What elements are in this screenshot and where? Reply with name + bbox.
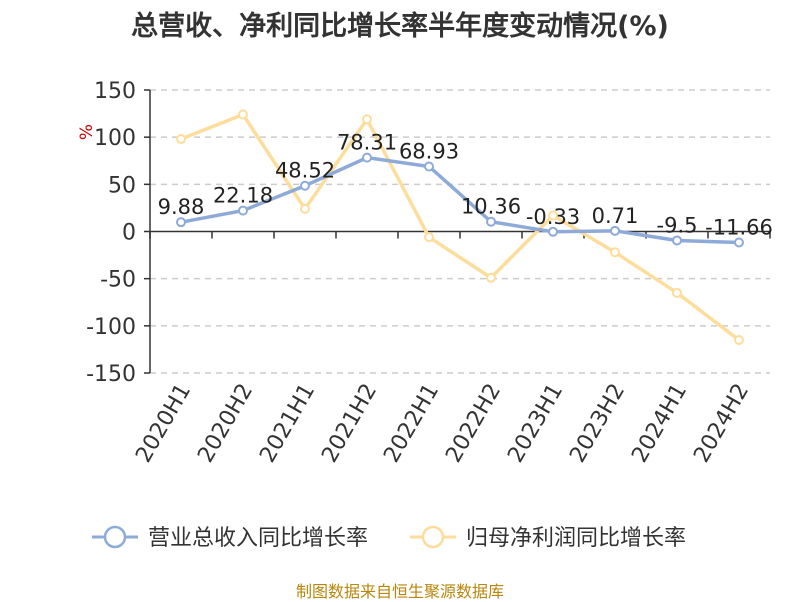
series-0-point-7 [610, 225, 620, 236]
x-tick-label-8: 2024H1 [627, 380, 692, 467]
data-label-0: 9.88 [158, 195, 205, 219]
series-1-point-7 [610, 247, 620, 258]
x-tick-label-6: 2023H1 [503, 380, 568, 467]
series-line-1 [180, 112, 741, 342]
series-1-point-6 [548, 210, 558, 221]
x-axis: 2020H12020H22021H12021H22022H12022H22023… [131, 230, 771, 467]
data-label-5: 10.36 [461, 195, 521, 219]
series-1-point-3 [362, 114, 372, 125]
series-1-point-9 [734, 334, 744, 345]
data-label-6: -0.33 [526, 205, 580, 229]
y-axis-unit: % [77, 124, 97, 140]
x-tick-label-4: 2022H1 [379, 380, 444, 467]
x-tick-label-3: 2021H2 [317, 380, 382, 467]
data-label-1: 22.18 [213, 184, 273, 208]
legend: 营业总收入同比增长率 归母净利润同比增长率 [92, 525, 686, 551]
x-tick-label-2: 2021H1 [255, 380, 320, 467]
data-label-7: 0.71 [592, 204, 639, 228]
series-0-point-9 [734, 237, 744, 248]
x-tick-label-5: 2022H2 [441, 380, 506, 467]
y-axis: 150 100 50 0 -50 -100 -150% [77, 79, 151, 387]
source-note: 制图数据来自恒生聚源数据库 [295, 582, 504, 601]
legend-label-0: 营业总收入同比增长率 [148, 526, 368, 551]
series-0-point-5 [486, 216, 496, 227]
legend-marker-0 [103, 525, 127, 549]
y-tick-label-5: -100 [86, 315, 136, 340]
data-label-8: -9.5 [657, 213, 698, 237]
series-0-point-1 [238, 205, 248, 216]
series-1-point-5 [486, 272, 496, 283]
data-label-2: 48.52 [275, 159, 335, 183]
series-0-point-8 [672, 235, 682, 246]
x-tick-label-9: 2024H2 [689, 380, 754, 467]
x-tick-label-7: 2023H2 [565, 380, 630, 467]
legend-label-1: 归母净利润同比增长率 [466, 526, 686, 551]
series-0-point-2 [300, 180, 310, 191]
y-tick-label-3: 0 [122, 221, 136, 246]
y-tick-label-0: 150 [94, 79, 136, 104]
series-1-point-8 [672, 287, 682, 298]
data-label-4: 68.93 [399, 139, 459, 163]
y-tick-label-6: -150 [86, 362, 136, 387]
series-1-point-4 [424, 232, 434, 243]
chart-title: 总营收、净利同比增长率半年度变动情况(%) [131, 11, 669, 42]
series-0-point-4 [424, 161, 434, 172]
legend-marker-1 [421, 525, 445, 549]
series-0-point-6 [548, 226, 558, 237]
data-label-3: 78.31 [337, 131, 397, 155]
series-0-point-0 [176, 217, 186, 228]
series-1-point-0 [176, 134, 186, 145]
data-label-9: -11.66 [705, 215, 773, 239]
y-tick-label-4: -50 [100, 268, 136, 293]
y-tick-label-1: 100 [94, 126, 136, 151]
x-tick-label-0: 2020H1 [131, 380, 196, 467]
grid-lines [150, 89, 770, 374]
series-line-0 [180, 155, 740, 245]
series-1-point-2 [300, 203, 310, 214]
series-0-point-3 [362, 152, 372, 163]
series-group [176, 109, 744, 345]
y-tick-label-2: 50 [108, 173, 136, 198]
series-1-point-1 [238, 109, 248, 120]
x-tick-label-1: 2020H2 [193, 380, 258, 467]
